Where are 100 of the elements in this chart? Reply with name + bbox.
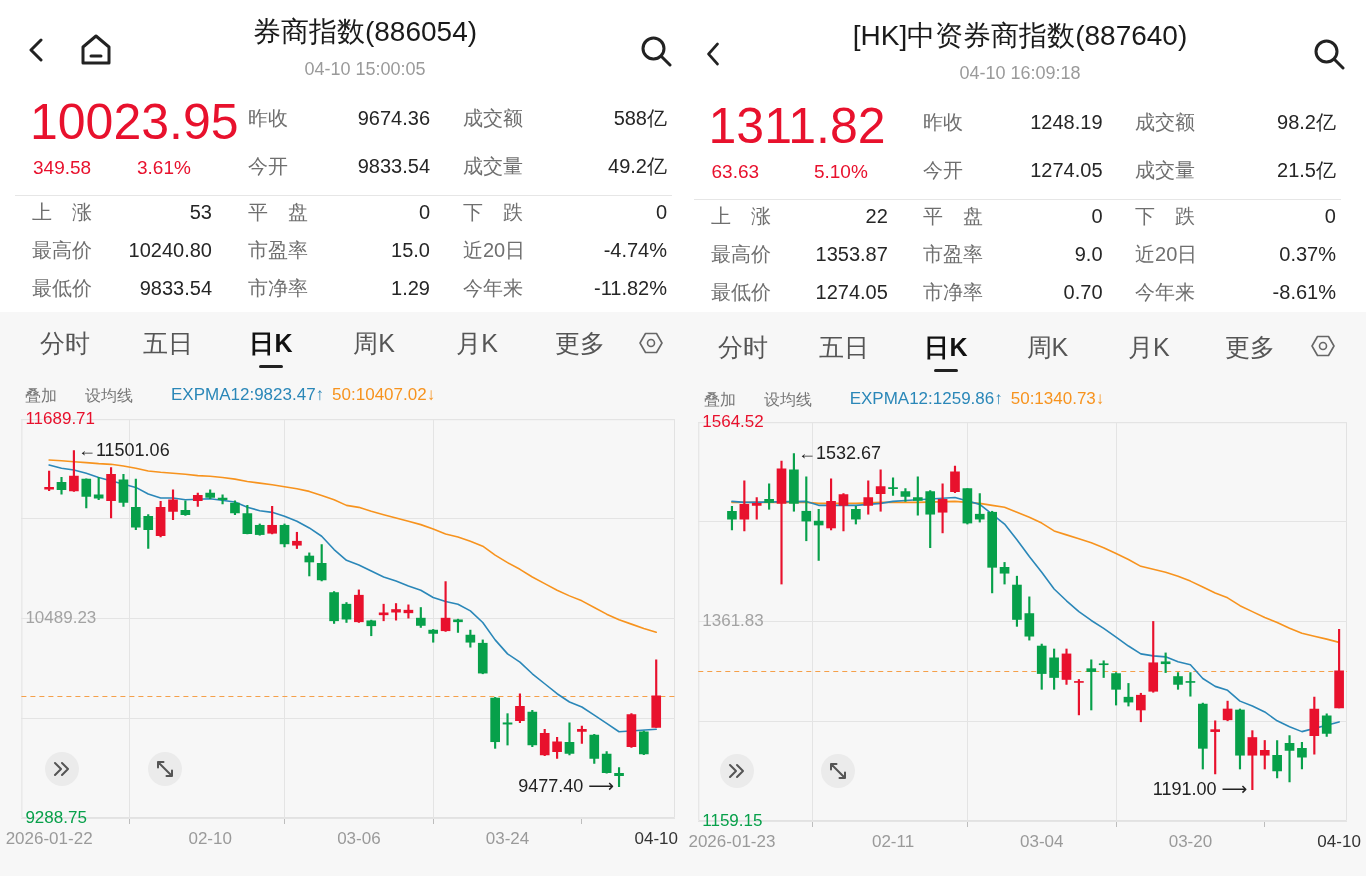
text: 设均线	[763, 389, 812, 409]
text: 最高价	[710, 242, 771, 266]
text: 平盘	[923, 204, 984, 228]
annotation: ←11501.06	[77, 439, 170, 460]
candlestick	[1284, 735, 1295, 783]
text: 10023.95	[30, 93, 239, 152]
annotation: 9477.40 ⟶	[518, 775, 615, 796]
text: 更多	[1225, 332, 1276, 362]
text: 市盈率	[923, 242, 984, 266]
x-tick-label: 02-10	[188, 828, 232, 848]
x-tick-label: 03-06	[337, 828, 381, 848]
x-tick-label: 04-10	[1317, 831, 1361, 851]
text: 今年来	[463, 276, 523, 300]
text: 0	[1091, 204, 1103, 228]
text: 1248.19	[1030, 110, 1103, 134]
text: 周K	[353, 328, 395, 358]
text: 最低价	[710, 280, 771, 304]
text: 日K	[924, 332, 968, 362]
text: 9833.54	[139, 276, 212, 300]
text: 98.2亿	[1277, 110, 1336, 134]
text: 更多	[555, 328, 605, 358]
text: 5.10%	[813, 160, 868, 184]
text: 分时	[718, 332, 769, 362]
text: -8.61%	[1272, 280, 1336, 304]
text: 588亿	[613, 106, 667, 130]
y-tick-label: 10489.23	[25, 608, 97, 628]
text: 昨收	[248, 106, 288, 130]
text: 券商指数(886054)	[252, 15, 478, 49]
text: 市净率	[923, 280, 984, 304]
text: EXPMA12:9823.47↑	[171, 384, 325, 406]
y-tick-label: 1159.15	[702, 810, 763, 830]
text: 周K	[1026, 332, 1069, 362]
text: [HK]中资券商指数(887640)	[852, 19, 1188, 53]
text: 平盘	[248, 200, 308, 224]
text: 今开	[248, 154, 288, 178]
text: 成交额	[463, 106, 523, 130]
x-tick-label: 03-04	[1019, 831, 1064, 851]
text: 1.29	[391, 276, 430, 300]
text: 今年来	[1135, 280, 1196, 304]
text: 今开	[923, 158, 964, 182]
text: 0	[655, 200, 667, 224]
text: 分时	[40, 328, 90, 358]
text: 成交额	[1135, 110, 1196, 134]
text: 0	[418, 200, 430, 224]
x-tick-label: 03-24	[485, 828, 530, 848]
text: 10240.80	[128, 238, 212, 262]
text: 04-10 16:09:18	[959, 63, 1081, 85]
annotation: ←1532.67	[797, 442, 881, 463]
text: 叠加	[25, 385, 57, 405]
text: 0.37%	[1279, 242, 1336, 266]
text: 349.58	[33, 156, 92, 180]
y-tick-label: 1564.52	[702, 411, 764, 431]
text: 1353.87	[815, 242, 888, 266]
candlestick	[999, 562, 1010, 585]
text: 成交量	[463, 154, 523, 178]
text: 近20日	[463, 238, 526, 262]
text: 市盈率	[248, 238, 308, 262]
y-tick-label: 1361.83	[702, 611, 764, 631]
text: 月K	[456, 328, 498, 358]
text: 1311.82	[708, 97, 886, 156]
text: -4.74%	[603, 238, 667, 262]
text: -11.82%	[593, 276, 667, 300]
text: 最高价	[32, 238, 92, 262]
text: 3.61%	[137, 156, 191, 180]
text: 04-10 15:00:05	[304, 59, 426, 81]
text: 上涨	[710, 204, 771, 228]
text: 上涨	[32, 200, 92, 224]
annotation: 1191.00 ⟶	[1152, 778, 1248, 799]
text: 22	[865, 204, 888, 228]
text: 49.2亿	[608, 154, 667, 178]
text: 0	[1324, 204, 1336, 228]
y-tick-label: 11689.71	[25, 408, 96, 428]
text: 市净率	[248, 276, 308, 300]
text: 50:10407.02↓	[332, 384, 436, 406]
text: 50:1340.73↓	[1010, 388, 1105, 410]
candlestick	[838, 493, 849, 532]
x-tick-label: 04-10	[634, 828, 678, 848]
text: 下跌	[463, 200, 523, 224]
text: 昨收	[923, 110, 964, 134]
text: 53	[189, 200, 212, 224]
text: 1274.05	[1030, 158, 1103, 182]
text: 月K	[1128, 332, 1170, 362]
text: 五日	[819, 332, 870, 362]
y-tick-label: 9288.75	[25, 807, 87, 827]
text: 日K	[249, 328, 293, 358]
text: 设均线	[85, 385, 133, 405]
text: 9.0	[1074, 242, 1103, 266]
text: 9833.54	[357, 154, 430, 178]
text: 近20日	[1135, 242, 1198, 266]
text: 21.5亿	[1277, 158, 1336, 182]
text: 0.70	[1063, 280, 1103, 304]
x-tick-label: 2026-01-23	[688, 831, 776, 851]
text: 五日	[143, 328, 193, 358]
text: 1274.05	[815, 280, 888, 304]
text: 叠加	[703, 389, 736, 409]
text: EXPMA12:1259.86↑	[849, 388, 1003, 410]
candlestick	[502, 713, 513, 746]
text: 下跌	[1135, 204, 1196, 228]
x-tick-label: 2026-01-22	[5, 828, 93, 848]
x-tick-label: 03-20	[1168, 831, 1213, 851]
